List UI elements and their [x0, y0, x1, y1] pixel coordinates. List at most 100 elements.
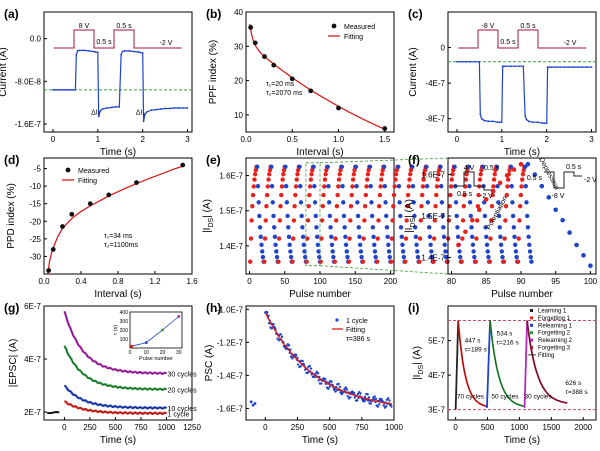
y-tick-label: -4E-7 — [425, 79, 445, 88]
depression-point — [553, 207, 558, 213]
depression-point — [413, 234, 419, 240]
psc-point — [251, 403, 255, 407]
potentiation-point — [264, 192, 270, 198]
measured-point — [262, 54, 267, 59]
current-point — [541, 122, 544, 125]
current-point — [478, 60, 481, 63]
current-point — [465, 60, 467, 63]
potentiation-point — [391, 192, 397, 198]
potentiation-point — [505, 184, 510, 189]
potentiation-point — [250, 192, 256, 198]
current-point — [146, 110, 149, 113]
pulse-waveform — [458, 29, 586, 49]
psc-point — [317, 379, 320, 382]
inset-point — [130, 344, 133, 348]
fitting-curve — [47, 165, 184, 275]
depression-point — [484, 234, 489, 240]
y-tick-label: 1.5E-7 — [421, 212, 445, 221]
x-tick-label: 1000 — [158, 423, 176, 432]
x-tick-label: 0 — [455, 135, 460, 144]
measured-point — [60, 224, 65, 229]
current-point — [63, 88, 66, 91]
read-voltage: -2 V — [160, 40, 173, 47]
depression-point — [512, 234, 517, 240]
y-tick-label: -1.2E-7 — [217, 338, 244, 347]
depression-point — [469, 225, 474, 230]
potentiation-point — [307, 192, 312, 198]
psc-point — [353, 396, 356, 399]
psc-point — [369, 402, 373, 405]
measured-point — [382, 126, 388, 131]
psc-point — [373, 395, 376, 398]
current-point — [159, 108, 162, 110]
x-tick-label: 1.0 — [333, 135, 345, 144]
potentiation-point — [518, 192, 524, 198]
y-tick-label: 0.0 — [30, 35, 42, 44]
potentiation-point — [434, 192, 439, 198]
depression-point — [301, 242, 306, 247]
potentiation-point — [491, 184, 496, 189]
depression-point — [496, 200, 501, 205]
measured-point — [134, 180, 139, 186]
psc-point — [346, 395, 349, 398]
potentiation-point — [365, 177, 370, 182]
depression-point — [298, 200, 304, 205]
psc-point — [356, 392, 360, 396]
y-tick-label: 4E-7 — [428, 371, 445, 380]
tau-annotation: τ=386 s — [346, 336, 370, 343]
potentiation-point — [511, 167, 517, 172]
y-tick-label: -5 — [34, 165, 42, 174]
depression-point — [358, 249, 364, 254]
potentiation-point — [417, 259, 422, 264]
legend-marker — [530, 346, 533, 349]
depression-point — [412, 225, 418, 230]
depression-point — [414, 242, 419, 247]
depression-point — [274, 254, 280, 260]
current-point — [482, 119, 485, 122]
potentiation-point — [448, 192, 453, 198]
epsc-fit — [64, 345, 167, 391]
depression-point — [367, 164, 373, 169]
depression-point — [524, 200, 529, 205]
depression-point — [472, 254, 477, 260]
y-tick-label: 30 — [234, 42, 243, 51]
potentiation-point — [293, 192, 298, 198]
panel-i: 0 500 1000 1500 2000 3E-7 4E-7 5E-7 Time (s) |IDS… — [408, 301, 597, 446]
current-point — [568, 66, 570, 69]
y-tick-label: 1.6E-7 — [219, 172, 243, 181]
potentiation-point — [248, 259, 253, 264]
legend-label: Fitting — [538, 353, 554, 359]
depression-point — [510, 213, 516, 219]
depression-point — [400, 242, 405, 247]
y-tick-label: 40 — [234, 8, 243, 17]
potentiation-point — [348, 204, 354, 209]
potentiation-point — [477, 177, 483, 182]
psc-point — [323, 377, 327, 381]
current-point — [503, 65, 505, 68]
depression-point — [527, 242, 532, 247]
potentiation-point — [393, 177, 398, 182]
current-point — [479, 113, 482, 116]
current-point — [164, 107, 166, 110]
tau-3: τ=388 s — [565, 389, 588, 396]
y-tick-label: -20 — [29, 217, 41, 226]
measured-point — [271, 62, 277, 68]
potentiation-point — [431, 236, 437, 241]
current-point — [525, 118, 528, 121]
depression-point — [325, 164, 330, 169]
y-tick-label: 20 — [234, 77, 243, 86]
x-tick-label: 100 — [584, 277, 598, 286]
panel-e: 0 50 100 150 200 1.4E-7 1.5E-7 1.6E-7 Pulse numb… — [202, 153, 534, 300]
read-voltage: -2 V — [564, 40, 577, 47]
potentiation-point — [390, 218, 395, 223]
psc-point — [344, 386, 347, 389]
potentiation-point — [252, 172, 258, 177]
depression-point — [287, 242, 292, 247]
depression-point — [411, 200, 416, 205]
current-point — [87, 50, 90, 52]
current-point — [498, 121, 501, 124]
depression-point — [496, 213, 502, 219]
depression-point — [427, 225, 432, 230]
depression-point — [443, 249, 448, 254]
